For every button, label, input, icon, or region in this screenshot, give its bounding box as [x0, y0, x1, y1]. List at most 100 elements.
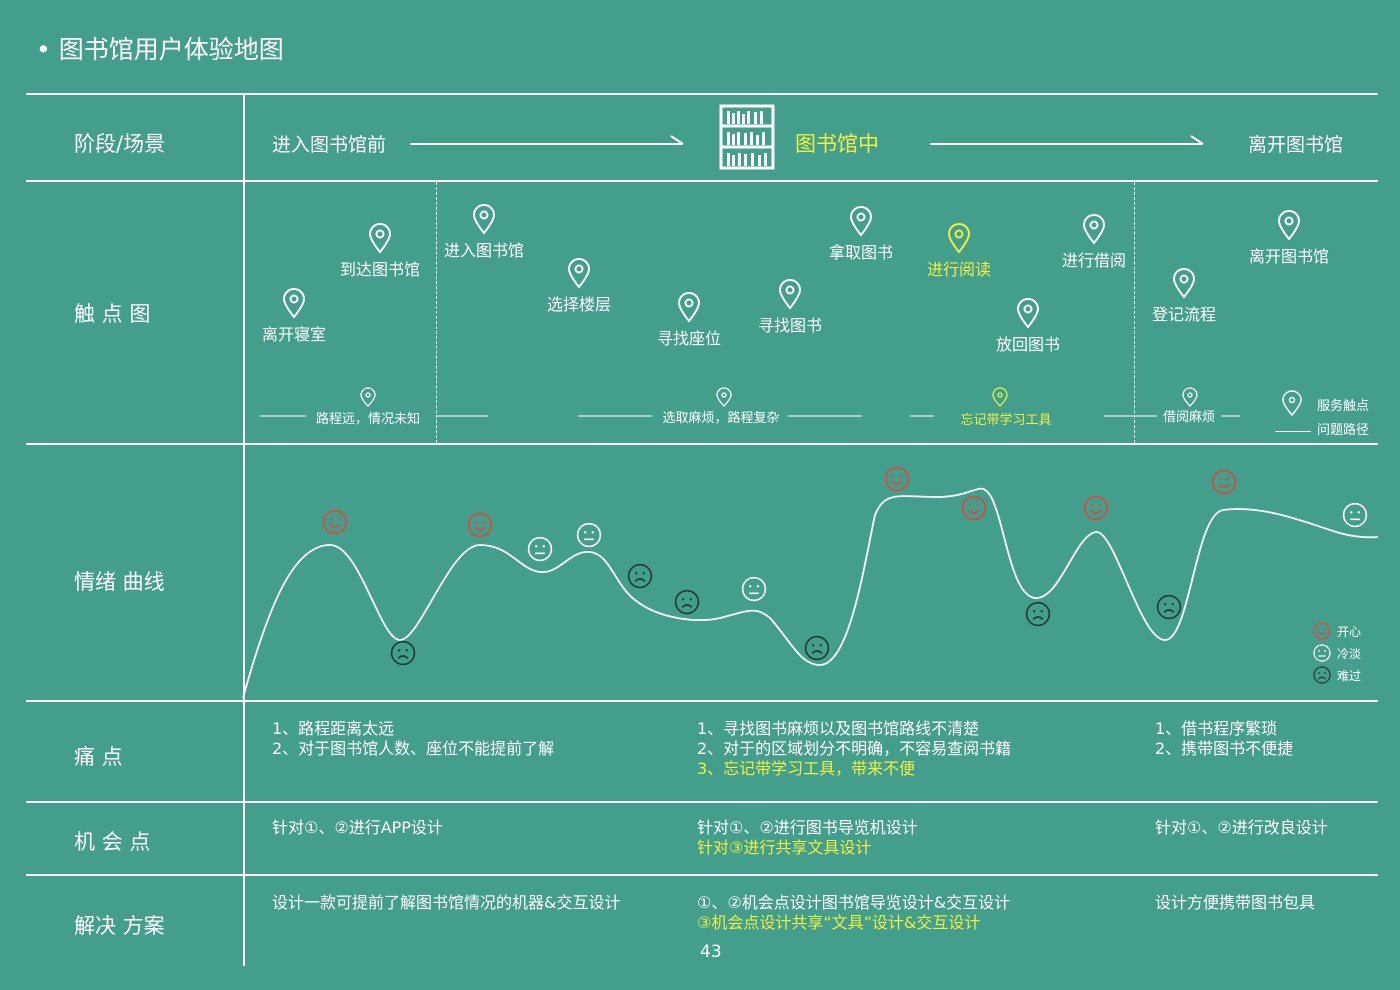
touchpoint-label: 进行借阅	[1061, 251, 1127, 270]
touchpoint-label: 拿取图书	[828, 243, 894, 262]
neutral-face-icon	[527, 536, 553, 566]
touchpoint: 选择楼层	[547, 257, 611, 315]
phase-divider-2	[1134, 182, 1135, 443]
location-pin-icon	[677, 292, 700, 323]
touchpoint-label: 登记流程	[1151, 305, 1217, 324]
problem-paths	[260, 387, 1240, 417]
touchpoint-label: 选择楼层	[546, 295, 612, 314]
pain-point-item: 1、寻找图书麻烦以及图书馆路线不清楚	[697, 719, 980, 738]
sad-face-icon	[1156, 594, 1182, 624]
row-label-pain: 痛 点	[74, 745, 123, 769]
location-pin-icon	[472, 204, 495, 235]
title-text: 图书馆用户体验地图	[58, 35, 284, 64]
legend-problem-label: 问题路径	[1317, 423, 1370, 438]
happy-face-icon	[322, 509, 348, 539]
neutral-face-icon	[741, 576, 767, 606]
touchpoint: 离开寝室	[262, 287, 326, 345]
opportunity-before: 针对①、②进行APP设计	[272, 818, 443, 837]
touchpoint: 寻找座位	[657, 291, 721, 349]
touchpoint-label: 进入图书馆	[443, 241, 525, 260]
opportunity-after: 针对①、②进行改良设计	[1155, 818, 1328, 837]
touchpoint-label: 离开寝室	[261, 325, 327, 344]
location-pin-icon	[1016, 298, 1039, 329]
legend-happy: 开心	[1313, 622, 1361, 640]
pain-points-after: 1、借书程序繁琐 2、携带图书不便捷	[1155, 719, 1293, 759]
stage-after: 离开图书馆	[1248, 134, 1344, 156]
sad-face-icon	[627, 563, 653, 593]
opportunities-during: 针对①、②进行图书导览机设计 针对③进行共享文具设计	[697, 818, 918, 858]
row-label-stage: 阶段/场景	[74, 132, 166, 156]
problem-label: 选取麻烦，路程复杂	[662, 411, 780, 426]
solution-after: 设计方便携带图书包具	[1155, 893, 1316, 912]
touchpoint-label: 离开图书馆	[1248, 247, 1330, 266]
sad-face-icon	[1313, 666, 1331, 684]
pain-point-item: 2、携带图书不便捷	[1155, 739, 1294, 758]
stage-during: 图书馆中	[795, 132, 879, 156]
legend-happy-label: 开心	[1337, 624, 1362, 639]
divider-pain	[26, 801, 1378, 803]
location-pin-icon	[1277, 210, 1300, 241]
bookshelf-icon	[719, 104, 775, 170]
row-label-touchpoints: 触 点 图	[74, 302, 151, 326]
legend-neutral: 冷淡	[1313, 644, 1361, 662]
opportunity-item-highlight: 针对③进行共享文具设计	[697, 838, 872, 857]
location-pin-icon	[368, 223, 391, 254]
stage-arrow-2	[930, 135, 1204, 145]
stage-before: 进入图书馆前	[272, 134, 387, 156]
happy-face-icon	[961, 495, 987, 525]
divider-opportunity	[26, 874, 1378, 876]
neutral-face-icon	[1342, 502, 1368, 532]
happy-face-icon	[884, 466, 910, 496]
problem-path-legend-line	[1275, 431, 1311, 432]
location-pin-icon	[947, 223, 970, 254]
row-label-opportunity: 机 会 点	[74, 830, 151, 854]
opportunity-item: 针对①、②进行图书导览机设计	[697, 818, 918, 837]
legend-neutral-label: 冷淡	[1337, 646, 1362, 661]
divider-top	[26, 93, 1378, 95]
divider-stage	[26, 180, 1378, 182]
divider-emotion	[26, 700, 1378, 702]
pain-points-during: 1、寻找图书麻烦以及图书馆路线不清楚 2、对于的区域划分不明确，不容易查阅书籍 …	[697, 719, 1011, 779]
pain-point-item-highlight: 3、忘记带学习工具，带来不便	[697, 759, 916, 778]
touchpoint-label: 放回图书	[995, 335, 1061, 354]
happy-face-icon	[1313, 622, 1331, 640]
touchpoint-label: 进行阅读	[926, 260, 992, 279]
neutral-face-icon	[1313, 644, 1331, 662]
sad-face-icon	[804, 635, 830, 665]
phase-divider-1	[436, 182, 437, 443]
pain-point-item: 1、借书程序繁琐	[1155, 719, 1278, 738]
page-title: • 图书馆用户体验地图	[36, 30, 284, 66]
divider-touchpoint	[26, 443, 1378, 445]
happy-face-icon	[1083, 495, 1109, 525]
sad-face-icon	[674, 589, 700, 619]
location-pin-icon	[849, 206, 872, 237]
touchpoint: 到达图书馆	[340, 222, 420, 280]
touchpoint: 登记流程	[1152, 267, 1216, 325]
touchpoint: 离开图书馆	[1249, 209, 1329, 267]
sad-face-icon	[390, 640, 416, 670]
title-bullet: •	[36, 35, 51, 64]
stage-arrow-1	[410, 135, 684, 145]
problem-label: 借阅麻烦	[1162, 410, 1216, 425]
label-column-divider	[243, 93, 245, 966]
touchpoint: 拿取图书	[829, 205, 893, 263]
touchpoint-highlight: 进行阅读	[927, 222, 991, 280]
neutral-face-icon	[576, 522, 602, 552]
touchpoint: 进行借阅	[1062, 213, 1126, 271]
location-pin-icon	[567, 258, 590, 289]
pain-point-item: 2、对于的区域划分不明确，不容易查阅书籍	[697, 739, 1012, 758]
touchpoint-label: 寻找座位	[656, 329, 722, 348]
pain-points-before: 1、路程距离太远 2、对于图书馆人数、座位不能提前了解	[272, 719, 554, 759]
problem-label-highlight: 忘记带学习工具	[960, 413, 1052, 428]
location-pin-icon	[1172, 268, 1195, 299]
legend-sad-label: 难过	[1337, 668, 1362, 683]
location-pin-icon	[282, 288, 305, 319]
row-label-solution: 解决 方案	[74, 914, 165, 938]
touchpoint: 进入图书馆	[444, 203, 524, 261]
location-pin-icon	[1082, 214, 1105, 245]
touchpoint-label: 到达图书馆	[339, 260, 421, 279]
solution-item: ①、②机会点设计图书馆导览设计&交互设计	[697, 893, 1011, 912]
pain-point-item: 1、路程距离太远	[272, 719, 395, 738]
happy-face-icon	[1211, 469, 1237, 499]
